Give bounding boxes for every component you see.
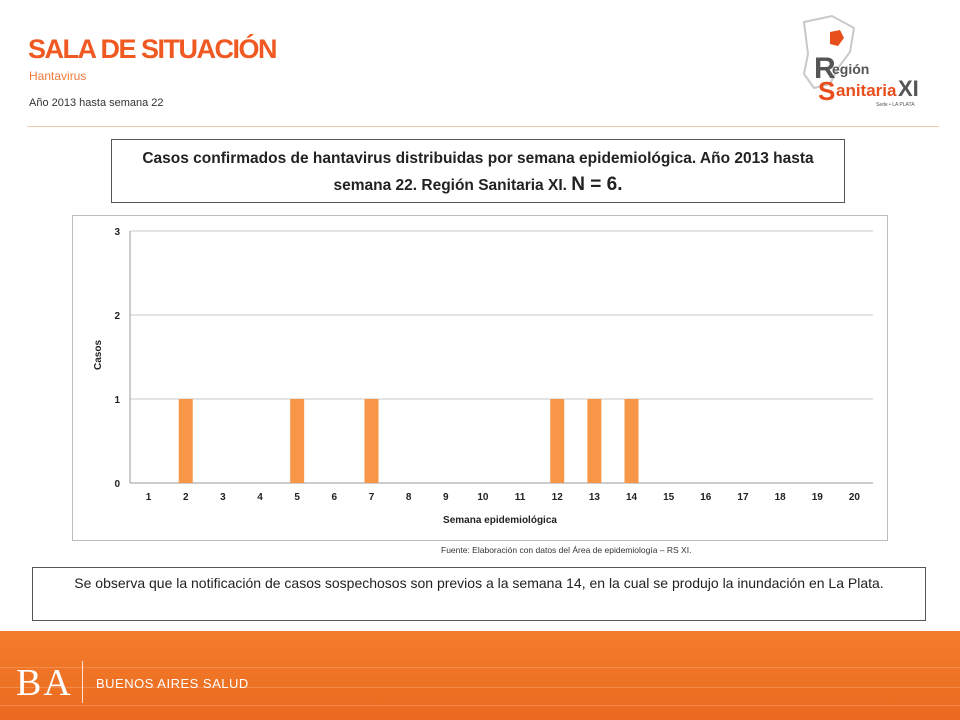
logo-letter-s: S	[818, 76, 835, 106]
bar	[624, 399, 639, 483]
x-tick-label: 16	[700, 492, 712, 503]
y-tick-label: 3	[114, 227, 120, 238]
x-tick-label: 19	[812, 492, 824, 503]
x-tick-label: 4	[257, 492, 263, 503]
header-divider	[27, 126, 939, 127]
footer-brand-text: BUENOS AIRES SALUD	[96, 676, 249, 691]
region-highlight-icon	[830, 30, 844, 46]
y-tick-label: 2	[114, 311, 120, 322]
x-tick-label: 2	[183, 492, 189, 503]
x-axis-label: Semana epidemiológica	[443, 515, 557, 526]
axis-layer	[129, 231, 873, 484]
bar	[290, 399, 305, 483]
region-sanitaria-logo: R egión S anitaria XI Sede • LA PLATA	[802, 14, 919, 108]
bar	[178, 399, 193, 483]
bar	[587, 399, 602, 483]
x-tick-label: 17	[737, 492, 749, 503]
bar	[550, 399, 565, 483]
x-tick-label: 11	[515, 492, 526, 503]
footer-separator	[82, 661, 83, 703]
x-tick-label: 8	[406, 492, 412, 503]
y-tick-label: 0	[114, 479, 120, 490]
x-tick-label: 5	[294, 492, 300, 503]
x-tick-label: 13	[589, 492, 601, 503]
logo-line-1: egión	[832, 61, 869, 77]
ba-logo: BA	[16, 662, 73, 704]
chart-n-label: N = 6.	[571, 174, 623, 195]
x-tick-label: 7	[369, 492, 375, 503]
x-tick-label: 3	[220, 492, 226, 503]
source-note: Fuente: Elaboración con datos del Área d…	[441, 545, 692, 555]
x-tick-label: 20	[849, 492, 861, 503]
page-title: SALA DE SITUACIÓN	[28, 34, 278, 64]
x-tick-label: 12	[552, 492, 564, 503]
chart-title: Casos confirmados de hantavirus distribu…	[111, 139, 845, 203]
y-tick-label: 1	[114, 395, 120, 406]
chart-frame: 0 1 2 3 1 2 3 4 5 6 7 8 9 10 11 12 13 14 15 16 17 18 19 20 Caso…	[72, 215, 888, 541]
observation-note: Se observa que la notificación de casos …	[32, 567, 926, 621]
x-tick-label: 14	[626, 492, 638, 503]
x-tick-label: 1	[146, 492, 152, 503]
logo-line-2: anitaria	[836, 81, 897, 100]
footer: BA BUENOS AIRES SALUD	[0, 631, 960, 720]
period-label: Año 2013 hasta semana 22	[29, 97, 164, 109]
logo-letter-r: R	[814, 52, 836, 85]
y-axis-label: Casos	[93, 340, 104, 370]
page-subtitle: Hantavirus	[29, 69, 87, 83]
x-tick-label: 10	[477, 492, 489, 503]
bar-layer	[178, 399, 639, 483]
x-tick-label: 9	[443, 492, 449, 503]
x-tick-label: 15	[663, 492, 675, 503]
chart-title-text: Casos confirmados de hantavirus distribu…	[142, 150, 814, 194]
logo-roman: XI	[898, 76, 919, 101]
bar	[364, 399, 379, 483]
grid-layer	[130, 230, 873, 400]
logo-seat: Sede • LA PLATA	[876, 102, 915, 108]
x-tick-label: 6	[332, 492, 338, 503]
province-map-icon	[802, 14, 856, 90]
x-tick-label: 18	[775, 492, 787, 503]
